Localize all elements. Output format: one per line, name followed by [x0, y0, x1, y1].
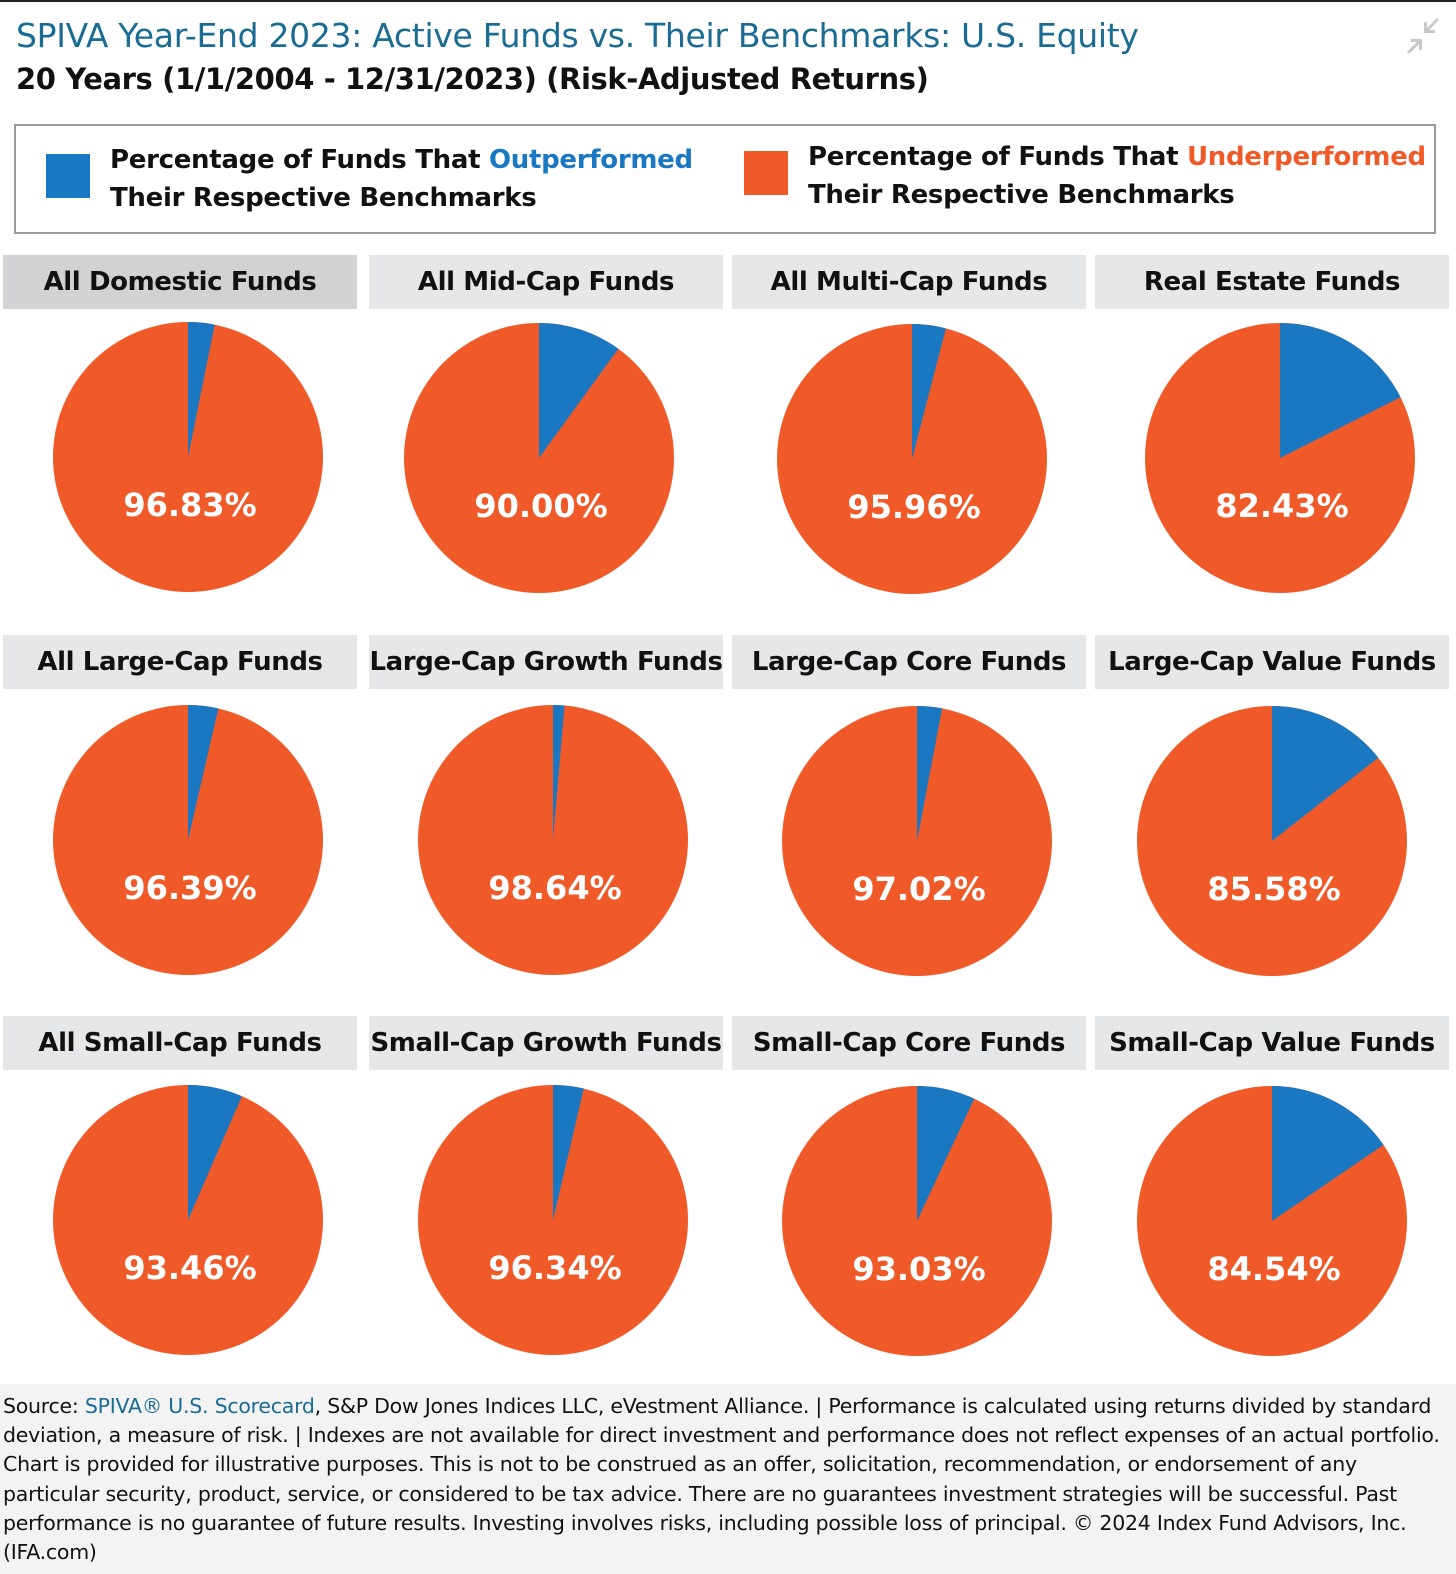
- legend-prefix: Percentage of Funds That: [808, 142, 1187, 172]
- footer-text: Source: SPIVA® U.S. Scorecard, S&P Dow J…: [3, 1392, 1443, 1567]
- legend-prefix: Percentage of Funds That: [110, 145, 489, 175]
- legend-keyword-underperformed: Underperformed: [1186, 142, 1426, 172]
- pie-slice-outperformed: [917, 1086, 975, 1221]
- pie-slice-outperformed: [1280, 323, 1401, 458]
- pie-data-label: 93.03%: [852, 1250, 985, 1288]
- pie-data-label: 82.43%: [1215, 487, 1348, 525]
- chart-header-all-domestic[interactable]: All Domestic Funds: [3, 255, 357, 309]
- legend-line2: Their Respective Benchmarks: [808, 180, 1235, 210]
- footer-source-link[interactable]: SPIVA® U.S. Scorecard: [84, 1394, 315, 1418]
- footer: Source: SPIVA® U.S. Scorecard, S&P Dow J…: [0, 1384, 1456, 1574]
- chart-header-real-estate[interactable]: Real Estate Funds: [1095, 255, 1449, 309]
- chart-title: SPIVA Year-End 2023: Active Funds vs. Th…: [16, 16, 1139, 55]
- pie-slice-outperformed: [553, 1085, 584, 1220]
- chart-header-large-cap-growth[interactable]: Large-Cap Growth Funds: [369, 635, 723, 689]
- legend-swatch-outperformed: [46, 154, 90, 198]
- pie-data-label: 85.58%: [1207, 870, 1340, 908]
- pie-data-label: 96.83%: [123, 486, 256, 524]
- chart-header-small-cap-value[interactable]: Small-Cap Value Funds: [1095, 1016, 1449, 1070]
- legend-line2: Their Respective Benchmarks: [110, 183, 537, 213]
- pie-data-label: 96.39%: [123, 869, 256, 907]
- chart-subtitle: 20 Years (1/1/2004 - 12/31/2023) (Risk-A…: [16, 62, 929, 96]
- pie-charts: 96.83% 90.00% 95.96% 82.43% 96.39% 98.64% 97.0…: [53, 322, 1415, 1356]
- pie-slice-outperformed: [188, 322, 215, 457]
- footer-source-prefix: Source:: [3, 1394, 85, 1418]
- footer-body: , S&P Dow Jones Indices LLC, eVestment A…: [3, 1394, 1440, 1565]
- pie-slice-outperformed: [539, 323, 619, 458]
- chart-header-large-cap-core[interactable]: Large-Cap Core Funds: [732, 635, 1086, 689]
- pie-data-label: 93.46%: [123, 1249, 256, 1287]
- pie-data-label: 90.00%: [474, 487, 607, 525]
- pie-data-label: 95.96%: [847, 488, 980, 526]
- pie-slice-outperformed: [917, 706, 943, 841]
- chart-header-all-small-cap[interactable]: All Small-Cap Funds: [3, 1016, 357, 1070]
- pie-slice-outperformed: [188, 1085, 242, 1220]
- pie-slice-outperformed: [553, 705, 565, 840]
- collapse-icon[interactable]: [1405, 18, 1441, 54]
- chart-header-all-large-cap[interactable]: All Large-Cap Funds: [3, 635, 357, 689]
- pie-data-label: 97.02%: [852, 870, 985, 908]
- top-border: [0, 0, 1456, 2]
- pie-data-label: 96.34%: [488, 1249, 621, 1287]
- chart-header-large-cap-value[interactable]: Large-Cap Value Funds: [1095, 635, 1449, 689]
- chart-header-small-cap-core[interactable]: Small-Cap Core Funds: [732, 1016, 1086, 1070]
- pie-slice-outperformed: [1272, 1086, 1384, 1221]
- chart-header-all-mid-cap[interactable]: All Mid-Cap Funds: [369, 255, 723, 309]
- pie-data-label: 98.64%: [488, 869, 621, 907]
- chart-header-small-cap-growth[interactable]: Small-Cap Growth Funds: [369, 1016, 723, 1070]
- pie-slice-outperformed: [1272, 706, 1379, 841]
- legend-keyword-outperformed: Outperformed: [488, 145, 693, 175]
- legend-label-outperformed: Percentage of Funds That Outperformed Th…: [110, 141, 693, 217]
- pie-slice-outperformed: [912, 324, 946, 459]
- chart-header-all-multi-cap[interactable]: All Multi-Cap Funds: [732, 255, 1086, 309]
- legend-swatch-underperformed: [744, 151, 788, 195]
- pie-data-label: 84.54%: [1207, 1250, 1340, 1288]
- legend-label-underperformed: Percentage of Funds That Underperformed …: [808, 138, 1426, 214]
- legend: Percentage of Funds That Outperformed Th…: [14, 124, 1436, 234]
- pie-slice-outperformed: [188, 705, 219, 840]
